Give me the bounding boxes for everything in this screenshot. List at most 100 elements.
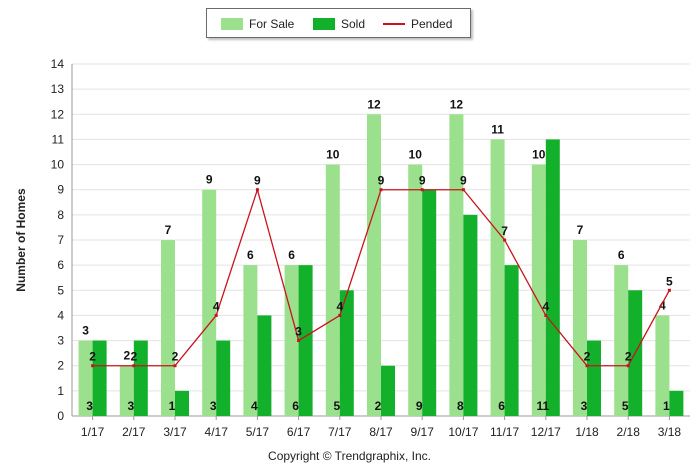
data-label-sold: 1: [169, 399, 176, 413]
point-pended: [173, 364, 177, 368]
data-label-sold: 5: [622, 399, 629, 413]
y-tick-label: 5: [57, 283, 64, 297]
data-label-sold: 9: [416, 399, 423, 413]
legend-label-sold: Sold: [341, 17, 366, 31]
data-label-pended: 2: [172, 350, 179, 364]
data-label-pended: 9: [254, 174, 261, 188]
data-label-pended: 2: [89, 350, 96, 364]
data-label-sold: 6: [292, 399, 299, 413]
data-label-for-sale: 10: [409, 148, 423, 162]
y-tick-label: 0: [57, 409, 64, 423]
data-label-for-sale: 10: [326, 148, 340, 162]
data-label-sold: 5: [333, 399, 340, 413]
y-tick-label: 2: [57, 359, 64, 373]
data-label-for-sale: 6: [247, 248, 254, 262]
legend-swatch-for-sale: [221, 18, 243, 30]
point-pended: [214, 313, 218, 317]
data-label-pended: 9: [378, 174, 385, 188]
data-label-pended: 5: [666, 274, 673, 288]
legend-line-pended: [383, 23, 405, 25]
bar-for-sale: [614, 265, 629, 416]
point-pended: [297, 339, 301, 343]
data-label-for-sale: 12: [367, 97, 381, 111]
bar-for-sale: [367, 114, 381, 417]
bar-sold: [175, 390, 189, 416]
x-tick-label: 12/17: [531, 425, 561, 439]
data-label-pended: 7: [501, 224, 508, 238]
x-tick-label: 8/17: [369, 425, 393, 439]
bar-sold: [504, 265, 519, 416]
y-tick-label: 10: [51, 158, 65, 172]
data-label-sold: 3: [127, 399, 134, 413]
data-label-pended: 2: [130, 350, 137, 364]
data-label-pended: 9: [419, 174, 426, 188]
data-label-pended: 3: [295, 325, 302, 339]
data-label-for-sale: 9: [206, 173, 213, 187]
x-tick-label: 2/18: [617, 425, 641, 439]
y-tick-label: 7: [57, 233, 64, 247]
point-pended: [626, 364, 630, 368]
data-label-for-sale: 2: [123, 349, 130, 363]
data-label-sold: 3: [86, 399, 93, 413]
data-label-sold: 3: [210, 399, 217, 413]
bar-sold: [669, 390, 684, 416]
bar-for-sale: [119, 365, 134, 416]
y-tick-label: 3: [57, 334, 64, 348]
legend-label-for-sale: For Sale: [249, 17, 295, 31]
point-pended: [132, 364, 136, 368]
x-tick-label: 11/17: [490, 425, 519, 439]
point-pended: [255, 188, 259, 192]
bar-for-sale: [449, 114, 464, 417]
y-tick-label: 12: [51, 107, 65, 121]
y-tick-label: 4: [57, 308, 64, 322]
x-tick-label: 1/18: [575, 425, 599, 439]
bar-for-sale: [655, 315, 670, 416]
data-label-sold: 6: [498, 399, 505, 413]
data-label-for-sale: 11: [491, 122, 504, 136]
y-tick-label: 13: [51, 82, 65, 96]
legend-swatch-sold: [313, 18, 335, 30]
bar-sold: [422, 189, 437, 416]
legend: For Sale Sold Pended: [206, 8, 471, 38]
data-label-sold: 11: [536, 399, 549, 413]
legend-item-sold: Sold: [313, 17, 365, 31]
bar-sold: [545, 139, 560, 416]
y-tick-label: 14: [51, 57, 65, 71]
x-tick-label: 4/17: [205, 425, 229, 439]
data-label-pended: 4: [542, 299, 549, 313]
data-label-pended: 4: [213, 299, 220, 313]
data-label-for-sale: 12: [450, 97, 464, 111]
bar-sold: [381, 365, 395, 416]
data-label-for-sale: 7: [165, 223, 172, 237]
bar-for-sale: [243, 265, 258, 416]
data-label-sold: 3: [581, 399, 588, 413]
x-tick-label: 10/17: [448, 425, 478, 439]
data-label-sold: 2: [375, 399, 382, 413]
data-label-for-sale: 7: [577, 223, 584, 237]
legend-item-pended: Pended: [383, 17, 452, 31]
x-tick-label: 3/17: [163, 425, 187, 439]
x-tick-label: 6/17: [287, 425, 311, 439]
point-pended: [667, 288, 671, 292]
data-label-for-sale: 6: [618, 248, 625, 262]
point-pended: [585, 364, 589, 368]
data-label-for-sale: 3: [82, 324, 89, 338]
point-pended: [544, 313, 548, 317]
y-tick-label: 1: [57, 384, 64, 398]
legend-label-pended: Pended: [411, 17, 453, 31]
point-pended: [91, 364, 95, 368]
bar-sold: [298, 265, 313, 416]
bar-sold: [463, 214, 478, 416]
bar-for-sale: [78, 340, 93, 416]
bar-sold: [257, 315, 272, 416]
x-tick-label: 7/17: [328, 425, 352, 439]
data-label-pended: 9: [460, 174, 467, 188]
bar-for-sale: [202, 189, 217, 416]
point-pended: [379, 188, 383, 192]
data-label-sold: 4: [251, 399, 258, 413]
x-tick-label: 9/17: [411, 425, 435, 439]
x-tick-label: 2/17: [122, 425, 146, 439]
data-label-pended: 2: [584, 350, 591, 364]
bar-for-sale: [490, 139, 505, 416]
